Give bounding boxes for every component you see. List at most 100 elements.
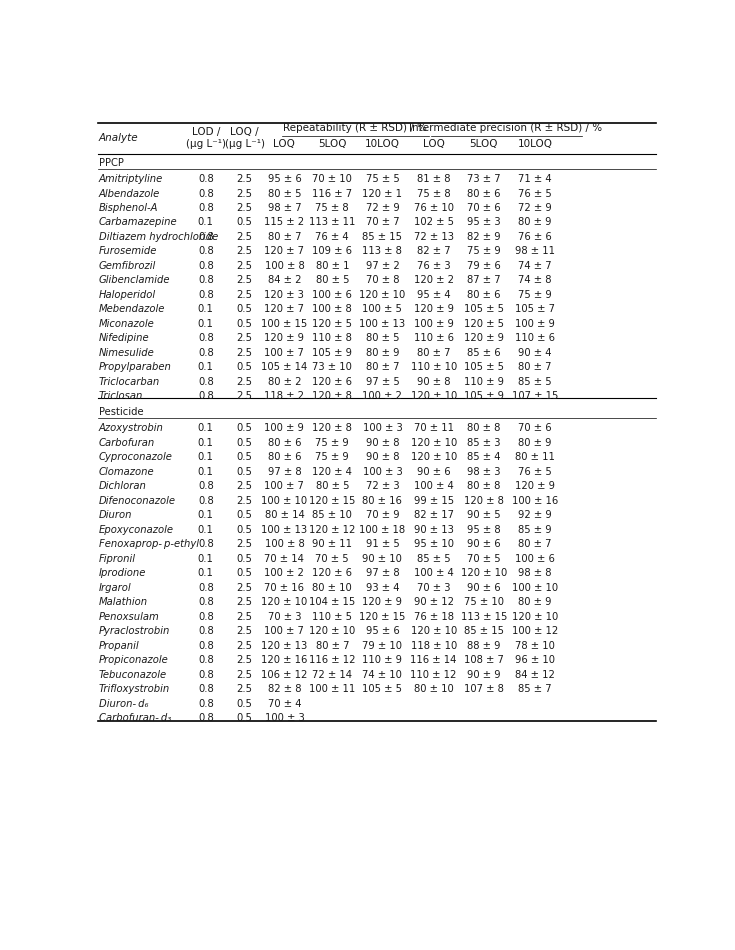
Text: 0.1: 0.1 <box>198 554 214 563</box>
Text: 80 ± 6: 80 ± 6 <box>467 188 501 199</box>
Text: 118 ± 10: 118 ± 10 <box>411 640 456 651</box>
Text: 0.1: 0.1 <box>198 319 214 329</box>
Text: 82 ± 9: 82 ± 9 <box>467 232 501 242</box>
Text: 88 ± 9: 88 ± 9 <box>467 640 501 651</box>
Text: 120 ± 10: 120 ± 10 <box>309 626 356 637</box>
Text: 116 ± 14: 116 ± 14 <box>410 656 457 665</box>
Text: 0.5: 0.5 <box>237 510 252 521</box>
Text: Pyraclostrobin: Pyraclostrobin <box>98 626 170 637</box>
Text: 100 ± 7: 100 ± 7 <box>265 626 304 637</box>
Text: 80 ± 7: 80 ± 7 <box>365 362 399 372</box>
Text: 120 ± 16: 120 ± 16 <box>261 656 307 665</box>
Text: Irgarol: Irgarol <box>98 582 132 593</box>
Text: 85 ± 5: 85 ± 5 <box>417 554 451 563</box>
Text: 2.5: 2.5 <box>237 203 253 213</box>
Text: Fipronil: Fipronil <box>98 554 136 563</box>
Text: 90 ± 12: 90 ± 12 <box>414 598 453 607</box>
Text: 80 ± 9: 80 ± 9 <box>518 218 552 227</box>
Text: 0.8: 0.8 <box>198 684 214 694</box>
Text: 90 ± 9: 90 ± 9 <box>467 670 501 679</box>
Text: 120 ± 15: 120 ± 15 <box>359 612 406 621</box>
Text: 118 ± 2: 118 ± 2 <box>265 391 304 401</box>
Text: 0.8: 0.8 <box>198 232 214 242</box>
Text: 120 ± 10: 120 ± 10 <box>411 452 456 463</box>
Text: 100 ± 8: 100 ± 8 <box>312 304 352 314</box>
Text: PPCP: PPCP <box>98 158 123 168</box>
Text: 85 ± 4: 85 ± 4 <box>467 452 501 463</box>
Text: 70 ± 8: 70 ± 8 <box>365 276 399 285</box>
Text: Carbofuran: Carbofuran <box>98 438 155 447</box>
Text: 105 ± 5: 105 ± 5 <box>464 362 503 372</box>
Text: 120 ± 6: 120 ± 6 <box>312 377 352 387</box>
Text: 0.5: 0.5 <box>237 568 252 579</box>
Text: 2.5: 2.5 <box>237 640 253 651</box>
Text: 80 ± 9: 80 ± 9 <box>365 348 399 358</box>
Text: 120 ± 9: 120 ± 9 <box>265 333 304 343</box>
Text: Carbofuran- d₃: Carbofuran- d₃ <box>98 713 171 723</box>
Text: 80 ± 7: 80 ± 7 <box>518 362 552 372</box>
Text: 0.1: 0.1 <box>198 362 214 372</box>
Text: 120 ± 6: 120 ± 6 <box>312 568 352 579</box>
Text: 0.1: 0.1 <box>198 438 214 447</box>
Text: 0.8: 0.8 <box>198 482 214 491</box>
Text: 0.5: 0.5 <box>237 452 252 463</box>
Text: 95 ± 10: 95 ± 10 <box>414 540 453 549</box>
Text: (μg L⁻¹): (μg L⁻¹) <box>224 139 265 149</box>
Text: 85 ± 10: 85 ± 10 <box>312 510 352 521</box>
Text: Cyproconazole: Cyproconazole <box>98 452 173 463</box>
Text: 100 ± 7: 100 ± 7 <box>265 348 304 358</box>
Text: 100 ± 7: 100 ± 7 <box>265 482 304 491</box>
Text: 75 ± 5: 75 ± 5 <box>365 174 399 184</box>
Text: Analyte: Analyte <box>98 133 138 142</box>
Text: 116 ± 7: 116 ± 7 <box>312 188 352 199</box>
Text: 92 ± 9: 92 ± 9 <box>518 510 552 521</box>
Text: 90 ± 5: 90 ± 5 <box>467 510 501 521</box>
Text: 110 ± 12: 110 ± 12 <box>410 670 457 679</box>
Text: 80 ± 8: 80 ± 8 <box>467 424 501 433</box>
Text: 70 ± 14: 70 ± 14 <box>265 554 304 563</box>
Text: 76 ± 3: 76 ± 3 <box>417 261 451 271</box>
Text: 120 ± 10: 120 ± 10 <box>461 568 507 579</box>
Text: Albendazole: Albendazole <box>98 188 160 199</box>
Text: Triclocarban: Triclocarban <box>98 377 160 387</box>
Text: 120 ± 8: 120 ± 8 <box>464 496 503 505</box>
Text: 0.8: 0.8 <box>198 698 214 709</box>
Text: 120 ± 10: 120 ± 10 <box>359 290 406 300</box>
Text: Propylparaben: Propylparaben <box>98 362 171 372</box>
Text: 0.8: 0.8 <box>198 713 214 723</box>
Text: 80 ± 16: 80 ± 16 <box>362 496 402 505</box>
Text: 100 ± 9: 100 ± 9 <box>414 319 453 329</box>
Text: 2.5: 2.5 <box>237 598 253 607</box>
Text: 0.5: 0.5 <box>237 713 252 723</box>
Text: 0.1: 0.1 <box>198 452 214 463</box>
Text: 72 ± 3: 72 ± 3 <box>365 482 399 491</box>
Text: 100 ± 8: 100 ± 8 <box>265 540 304 549</box>
Text: Bisphenol-A: Bisphenol-A <box>98 203 158 213</box>
Text: 110 ± 8: 110 ± 8 <box>312 333 352 343</box>
Text: Propanil: Propanil <box>98 640 140 651</box>
Text: 0.8: 0.8 <box>198 391 214 401</box>
Text: 120 ± 10: 120 ± 10 <box>411 626 456 637</box>
Text: 120 ± 10: 120 ± 10 <box>261 598 307 607</box>
Text: 80 ± 5: 80 ± 5 <box>315 276 349 285</box>
Text: Mebendazole: Mebendazole <box>98 304 165 314</box>
Text: 0.1: 0.1 <box>198 466 214 477</box>
Text: 80 ± 6: 80 ± 6 <box>268 438 301 447</box>
Text: 2.5: 2.5 <box>237 670 253 679</box>
Text: 80 ± 8: 80 ± 8 <box>467 482 501 491</box>
Text: Fenoxaprop- p-ethyl: Fenoxaprop- p-ethyl <box>98 540 198 549</box>
Text: 76 ± 6: 76 ± 6 <box>518 232 552 242</box>
Text: 98 ± 7: 98 ± 7 <box>268 203 301 213</box>
Text: 96 ± 10: 96 ± 10 <box>515 656 555 665</box>
Text: 120 ± 5: 120 ± 5 <box>312 319 352 329</box>
Text: 70 ± 16: 70 ± 16 <box>265 582 304 593</box>
Text: 70 ± 11: 70 ± 11 <box>414 424 453 433</box>
Text: 110 ± 6: 110 ± 6 <box>414 333 453 343</box>
Text: 90 ± 10: 90 ± 10 <box>362 554 402 563</box>
Text: 82 ± 7: 82 ± 7 <box>417 246 451 256</box>
Text: 70 ± 7: 70 ± 7 <box>365 218 399 227</box>
Text: 97 ± 8: 97 ± 8 <box>365 568 399 579</box>
Text: 91 ± 5: 91 ± 5 <box>365 540 399 549</box>
Text: 75 ± 9: 75 ± 9 <box>518 290 552 300</box>
Text: 95 ± 3: 95 ± 3 <box>467 218 501 227</box>
